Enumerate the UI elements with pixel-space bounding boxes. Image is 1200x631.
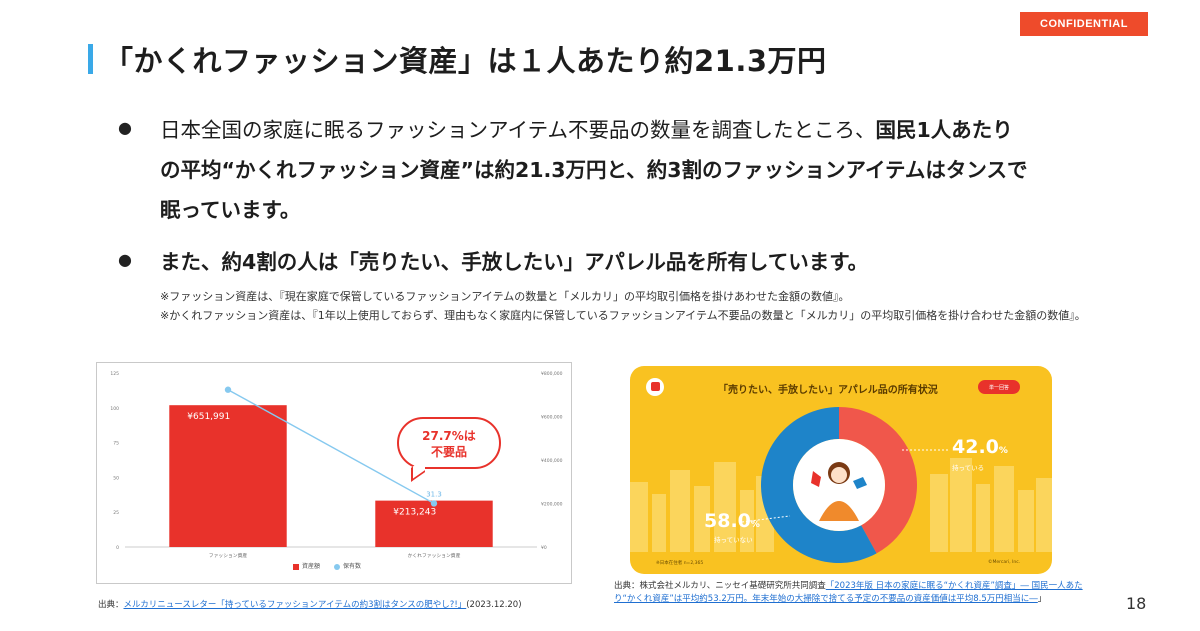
skyline-building <box>652 494 666 552</box>
skyline-building <box>1018 490 1034 552</box>
title-accent-bar <box>88 44 93 74</box>
annotation-callout: 27.7%は 不要品 <box>397 417 501 469</box>
donut-footnote: ※日本在住者 n=2,365 <box>656 561 704 566</box>
line-point <box>224 386 232 393</box>
y-tick-left: 100 <box>110 406 119 412</box>
y-tick-right: ¥600,000 <box>541 415 563 421</box>
annotation-line-1: 27.7%は <box>422 429 476 443</box>
y-tick-left: 125 <box>110 371 119 377</box>
y-tick-left: 0 <box>116 545 119 551</box>
slice-label-owned: 42.0% <box>952 436 1008 458</box>
person-face-icon <box>831 467 847 483</box>
skyline-building <box>930 474 948 552</box>
page-title: 「かくれファッション資産」は１人あたり約21.3万円 <box>104 44 827 78</box>
x-tick-label: ファッション資産 <box>209 552 248 559</box>
skyline-building <box>994 466 1014 552</box>
y-tick-left: 50 <box>113 475 119 481</box>
bar-chart-svg: 125 100 75 50 25 0 ¥800,000 ¥600,000 ¥400,000 ¥20… <box>110 371 563 559</box>
donut-slice <box>761 407 877 563</box>
legend-swatch-count <box>334 563 341 570</box>
bar-chart-panel: 125 100 75 50 25 0 ¥800,000 ¥600,000 ¥400,000 ¥20… <box>96 362 572 584</box>
slice-unit-not-owned: % <box>750 520 760 530</box>
mercari-logo-mark <box>651 382 660 391</box>
x-tick-label: かくれファッション資産 <box>408 552 461 559</box>
shoe-icon <box>811 471 821 487</box>
person-body-icon <box>819 501 859 521</box>
donut-hole <box>793 439 885 531</box>
skyline-building <box>950 458 972 552</box>
legend-swatch-asset <box>293 563 299 570</box>
y-tick-left: 25 <box>113 510 119 516</box>
slice-value-owned: 42.0 <box>952 436 999 458</box>
donut-badge: 単一回答 <box>978 380 1020 394</box>
source-left-suffix: (2023.12.20) <box>466 600 522 610</box>
skyline-building <box>630 482 648 552</box>
source-left-prefix: 出典： <box>98 600 124 610</box>
source-right-prefix: 出典：株式会社メルカリ、ニッセイ基礎研究所共同調査 <box>614 581 826 591</box>
bullet-text-2: また、約4割の人は「売りたい、手放したい」アパレル品を所有しています。 <box>160 250 869 274</box>
confidential-badge: CONFIDENTIAL <box>1020 12 1148 36</box>
shirt-icon <box>853 477 867 489</box>
slice-value-not-owned: 58.0 <box>704 510 751 532</box>
bullet-1-plain: 日本全国の家庭に眠るファッションアイテム不要品の数量を調査したところ、 <box>160 118 876 142</box>
legend-item-asset: 資産額 <box>293 561 320 570</box>
chart-legend: 資産額 保有数 <box>293 561 361 570</box>
y-tick-right: ¥800,000 <box>541 371 563 377</box>
y-tick-right: ¥0 <box>541 545 547 551</box>
bullet-marker-1: ● <box>118 118 132 137</box>
line-point-label: 31.3 <box>426 490 442 498</box>
skyline-building <box>670 470 690 552</box>
slice-label-not-owned: 58.0% <box>704 510 760 532</box>
y-tick-right: ¥400,000 <box>541 458 563 464</box>
legend-item-count: 保有数 <box>334 561 361 570</box>
series-line-count <box>227 389 435 505</box>
y-tick-right: ¥200,000 <box>541 502 563 508</box>
line-point <box>430 500 438 507</box>
slice-sublabel-not-owned: 持っていない <box>714 536 753 544</box>
donut-copyright: ©Mercari, Inc. <box>988 560 1021 565</box>
source-right-suffix: 」 <box>1037 594 1047 604</box>
donut-chart-svg <box>630 407 1052 563</box>
bullet-text-1: 日本全国の家庭に眠るファッションアイテム不要品の数量を調査したところ、国民1人あ… <box>160 110 1030 230</box>
bullet-1-bold: 国民1人あたりの平均“かくれファッション資産”は約21.3万円と、約3割のファッ… <box>160 118 1028 222</box>
skyline-building <box>1036 478 1052 552</box>
donut-slice <box>839 407 917 554</box>
leader-line-not-owned <box>741 515 791 523</box>
source-right: 出典：株式会社メルカリ、ニッセイ基礎研究所共同調査「2023年版 日本の家庭に眠… <box>614 580 1090 606</box>
skyline-building <box>976 484 990 552</box>
slice-sublabel-owned: 持っている <box>952 464 985 472</box>
bar-value-label: ¥651,991 <box>187 412 230 422</box>
note-1: ※ファッション資産は、『現在家庭で保管しているファッションアイテムの数量と「メル… <box>160 290 850 303</box>
donut-chart-panel: 「売りたい、手放したい」アパレル品の所有状況 単一回答 42.0% 持っている … <box>630 366 1052 574</box>
donut-title: 「売りたい、手放したい」アパレル品の所有状況 <box>718 385 938 396</box>
skyline-building <box>694 486 710 552</box>
source-left-link[interactable]: メルカリニュースレター「持っているファッションアイテムの約3割はタンスの肥やし?… <box>123 600 467 610</box>
source-left: 出典：メルカリニュースレター「持っているファッションアイテムの約3割はタンスの肥… <box>98 598 522 610</box>
skyline-building <box>714 462 736 552</box>
legend-label-count: 保有数 <box>343 563 362 570</box>
note-2: ※かくれファッション資産は、『1年以上使用しておらず、理由もなく家庭内に保管して… <box>160 309 1086 322</box>
bar <box>375 500 493 547</box>
source-right-link[interactable]: 「2023年版 日本の家庭に眠る“かくれ資産”調査」― 国民一人あたり“かくれ資… <box>614 581 1083 604</box>
bullet-marker-2: ● <box>118 250 132 269</box>
bar <box>169 405 287 547</box>
y-tick-left: 75 <box>113 441 119 447</box>
slice-unit-owned: % <box>998 446 1008 456</box>
legend-label-asset: 資産額 <box>302 563 321 570</box>
bar-value-label: ¥213,243 <box>393 508 436 518</box>
page-number: 18 <box>1126 594 1147 613</box>
annotation-line-2: 不要品 <box>430 445 467 459</box>
